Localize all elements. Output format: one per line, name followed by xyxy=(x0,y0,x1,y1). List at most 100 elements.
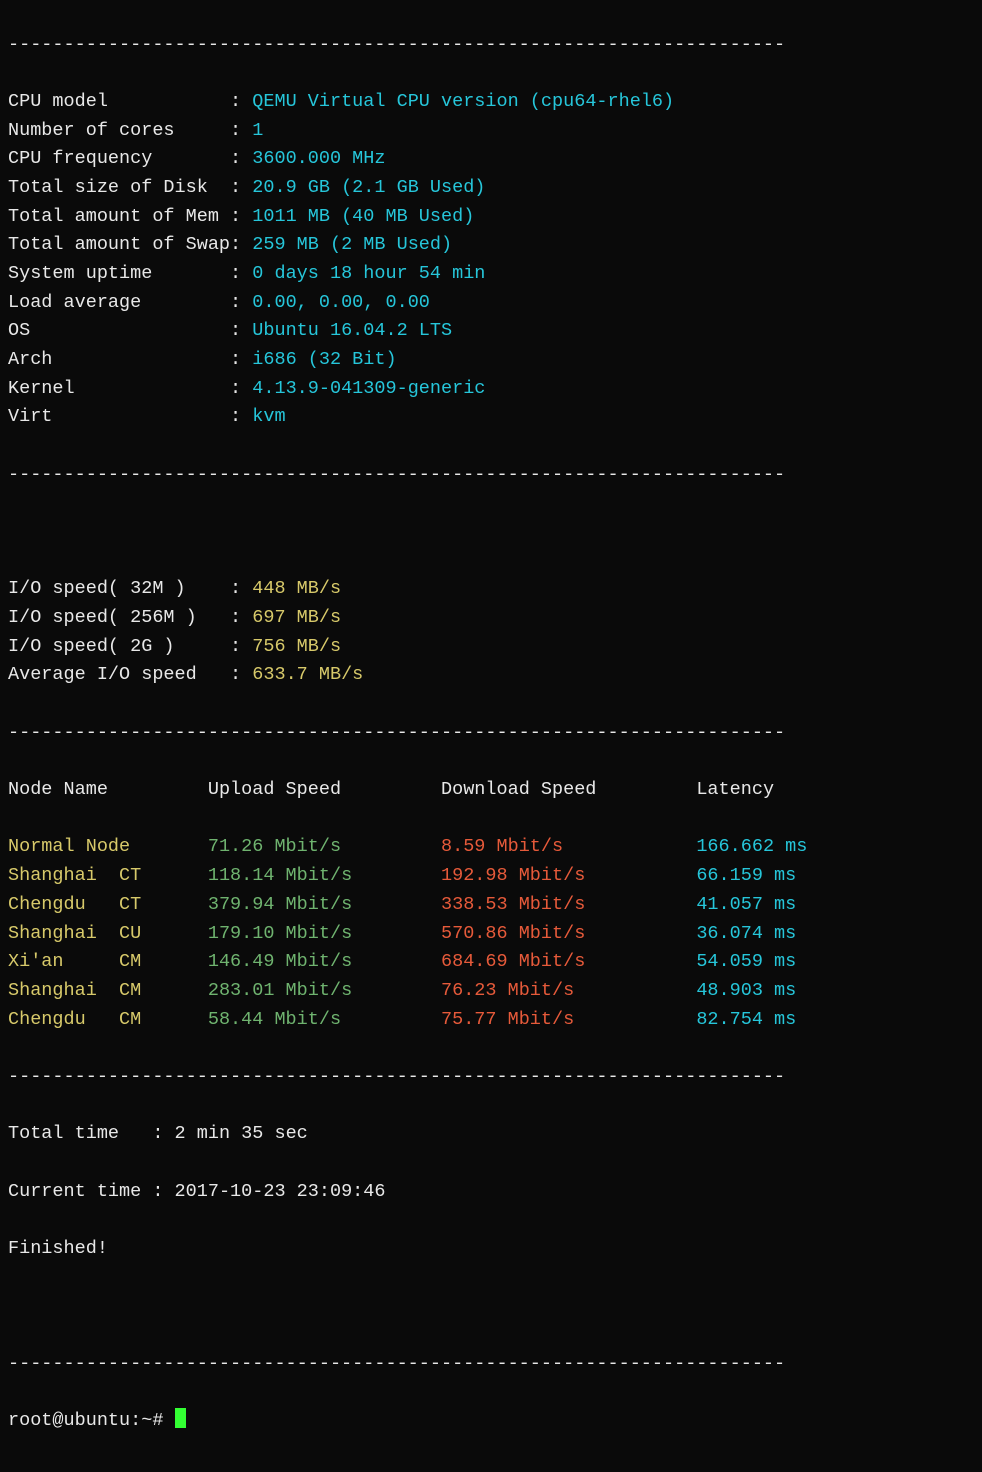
io-row: I/O speed( 256M ) : 697 MB/s xyxy=(8,604,974,633)
speed-node: Shanghai CM xyxy=(8,980,208,1001)
sysinfo-value: 0.00, 0.00, 0.00 xyxy=(252,292,430,313)
prompt-user-host: root@ubuntu xyxy=(8,1410,130,1431)
prompt-line[interactable]: root@ubuntu:~# xyxy=(8,1407,974,1436)
io-label: I/O speed( 256M ) xyxy=(8,607,230,628)
sysinfo-row: Total amount of Mem : 1011 MB (40 MB Use… xyxy=(8,203,974,232)
speed-upload: 179.10 Mbit/s xyxy=(208,923,441,944)
sysinfo-value: 259 MB (2 MB Used) xyxy=(252,234,452,255)
speed-row: Shanghai CT 118.14 Mbit/s 192.98 Mbit/s … xyxy=(8,862,974,891)
sysinfo-row: Load average : 0.00, 0.00, 0.00 xyxy=(8,289,974,318)
speed-download: 8.59 Mbit/s xyxy=(441,836,696,857)
speed-latency: 54.059 ms xyxy=(696,951,796,972)
speed-latency: 66.159 ms xyxy=(696,865,796,886)
speed-latency: 41.057 ms xyxy=(696,894,796,915)
prompt-path: ~ xyxy=(141,1410,152,1431)
sysinfo-label: Total amount of Swap xyxy=(8,234,230,255)
io-row: Average I/O speed : 633.7 MB/s xyxy=(8,661,974,690)
speed-upload: 146.49 Mbit/s xyxy=(208,951,441,972)
speed-download: 192.98 Mbit/s xyxy=(441,865,696,886)
speed-row: Shanghai CM 283.01 Mbit/s 76.23 Mbit/s 4… xyxy=(8,977,974,1006)
speed-download: 76.23 Mbit/s xyxy=(441,980,696,1001)
sysinfo-label: Arch xyxy=(8,349,230,370)
divider-speed-bottom: ----------------------------------------… xyxy=(8,1063,974,1092)
speed-latency: 166.662 ms xyxy=(696,836,807,857)
sysinfo-value: 0 days 18 hour 54 min xyxy=(252,263,485,284)
sysinfo-section: CPU model : QEMU Virtual CPU version (cp… xyxy=(8,88,974,432)
speed-row: Normal Node 71.26 Mbit/s 8.59 Mbit/s 166… xyxy=(8,833,974,862)
io-label: I/O speed( 32M ) xyxy=(8,578,230,599)
sysinfo-value: i686 (32 Bit) xyxy=(252,349,396,370)
prompt-symbol: # xyxy=(152,1410,163,1431)
sysinfo-label: System uptime xyxy=(8,263,230,284)
speed-download: 338.53 Mbit/s xyxy=(441,894,696,915)
speed-upload: 379.94 Mbit/s xyxy=(208,894,441,915)
sysinfo-value: kvm xyxy=(252,406,285,427)
col-download: Download Speed xyxy=(441,779,696,800)
sysinfo-row: System uptime : 0 days 18 hour 54 min xyxy=(8,260,974,289)
sysinfo-row: Number of cores : 1 xyxy=(8,117,974,146)
terminal-output: ----------------------------------------… xyxy=(0,0,982,1472)
io-value: 633.7 MB/s xyxy=(252,664,363,685)
sysinfo-row: Total size of Disk : 20.9 GB (2.1 GB Use… xyxy=(8,174,974,203)
speed-node: Chengdu CT xyxy=(8,894,208,915)
sysinfo-row: CPU frequency : 3600.000 MHz xyxy=(8,145,974,174)
sysinfo-label: Virt xyxy=(8,406,230,427)
speed-node: Normal Node xyxy=(8,836,208,857)
speed-download: 684.69 Mbit/s xyxy=(441,951,696,972)
divider-speed-top: ----------------------------------------… xyxy=(8,719,974,748)
finished-text: Finished! xyxy=(8,1235,974,1264)
sysinfo-label: CPU frequency xyxy=(8,148,230,169)
sysinfo-label: Number of cores xyxy=(8,120,230,141)
sysinfo-label: Load average xyxy=(8,292,230,313)
sysinfo-value: 1011 MB (40 MB Used) xyxy=(252,206,474,227)
sysinfo-row: Kernel : 4.13.9-041309-generic xyxy=(8,375,974,404)
io-value: 756 MB/s xyxy=(252,636,341,657)
sysinfo-row: Arch : i686 (32 Bit) xyxy=(8,346,974,375)
col-node: Node Name xyxy=(8,779,208,800)
io-row: I/O speed( 32M ) : 448 MB/s xyxy=(8,575,974,604)
sysinfo-row: Total amount of Swap: 259 MB (2 MB Used) xyxy=(8,231,974,260)
sysinfo-row: OS : Ubuntu 16.04.2 LTS xyxy=(8,317,974,346)
io-section: I/O speed( 32M ) : 448 MB/sI/O speed( 25… xyxy=(8,575,974,690)
speed-node: Shanghai CU xyxy=(8,923,208,944)
current-time-value: 2017-10-23 23:09:46 xyxy=(175,1181,386,1202)
total-time-row: Total time : 2 min 35 sec xyxy=(8,1120,974,1149)
sysinfo-value: 4.13.9-041309-generic xyxy=(252,378,485,399)
current-time-row: Current time : 2017-10-23 23:09:46 xyxy=(8,1178,974,1207)
speed-node: Xi'an CM xyxy=(8,951,208,972)
speed-header-row: Node Name Upload Speed Download Speed La… xyxy=(8,776,974,805)
total-time-label: Total time xyxy=(8,1123,152,1144)
speed-latency: 48.903 ms xyxy=(696,980,796,1001)
speed-row: Shanghai CU 179.10 Mbit/s 570.86 Mbit/s … xyxy=(8,920,974,949)
blank-line-bottom xyxy=(8,1292,974,1321)
speed-download: 570.86 Mbit/s xyxy=(441,923,696,944)
sysinfo-row: Virt : kvm xyxy=(8,403,974,432)
sysinfo-label: Total amount of Mem xyxy=(8,206,230,227)
io-row: I/O speed( 2G ) : 756 MB/s xyxy=(8,633,974,662)
speed-latency: 36.074 ms xyxy=(696,923,796,944)
speed-upload: 283.01 Mbit/s xyxy=(208,980,441,1001)
speed-row: Chengdu CT 379.94 Mbit/s 338.53 Mbit/s 4… xyxy=(8,891,974,920)
divider-io-top: ----------------------------------------… xyxy=(8,461,974,490)
speed-upload: 118.14 Mbit/s xyxy=(208,865,441,886)
io-value: 697 MB/s xyxy=(252,607,341,628)
sysinfo-value: 20.9 GB (2.1 GB Used) xyxy=(252,177,485,198)
col-latency: Latency xyxy=(696,779,774,800)
speed-upload: 58.44 Mbit/s xyxy=(208,1009,441,1030)
blank-line xyxy=(8,518,974,547)
sysinfo-value: QEMU Virtual CPU version (cpu64-rhel6) xyxy=(252,91,674,112)
divider-top: ----------------------------------------… xyxy=(8,31,974,60)
total-time-value: 2 min 35 sec xyxy=(175,1123,308,1144)
sysinfo-value: Ubuntu 16.04.2 LTS xyxy=(252,320,452,341)
sysinfo-label: Total size of Disk xyxy=(8,177,230,198)
speed-row: Xi'an CM 146.49 Mbit/s 684.69 Mbit/s 54.… xyxy=(8,948,974,977)
sysinfo-row: CPU model : QEMU Virtual CPU version (cp… xyxy=(8,88,974,117)
current-time-label: Current time xyxy=(8,1181,152,1202)
io-value: 448 MB/s xyxy=(252,578,341,599)
sysinfo-label: CPU model xyxy=(8,91,230,112)
speed-latency: 82.754 ms xyxy=(696,1009,796,1030)
speed-node: Chengdu CM xyxy=(8,1009,208,1030)
speed-node: Shanghai CT xyxy=(8,865,208,886)
io-label: Average I/O speed xyxy=(8,664,230,685)
speed-row: Chengdu CM 58.44 Mbit/s 75.77 Mbit/s 82.… xyxy=(8,1006,974,1035)
